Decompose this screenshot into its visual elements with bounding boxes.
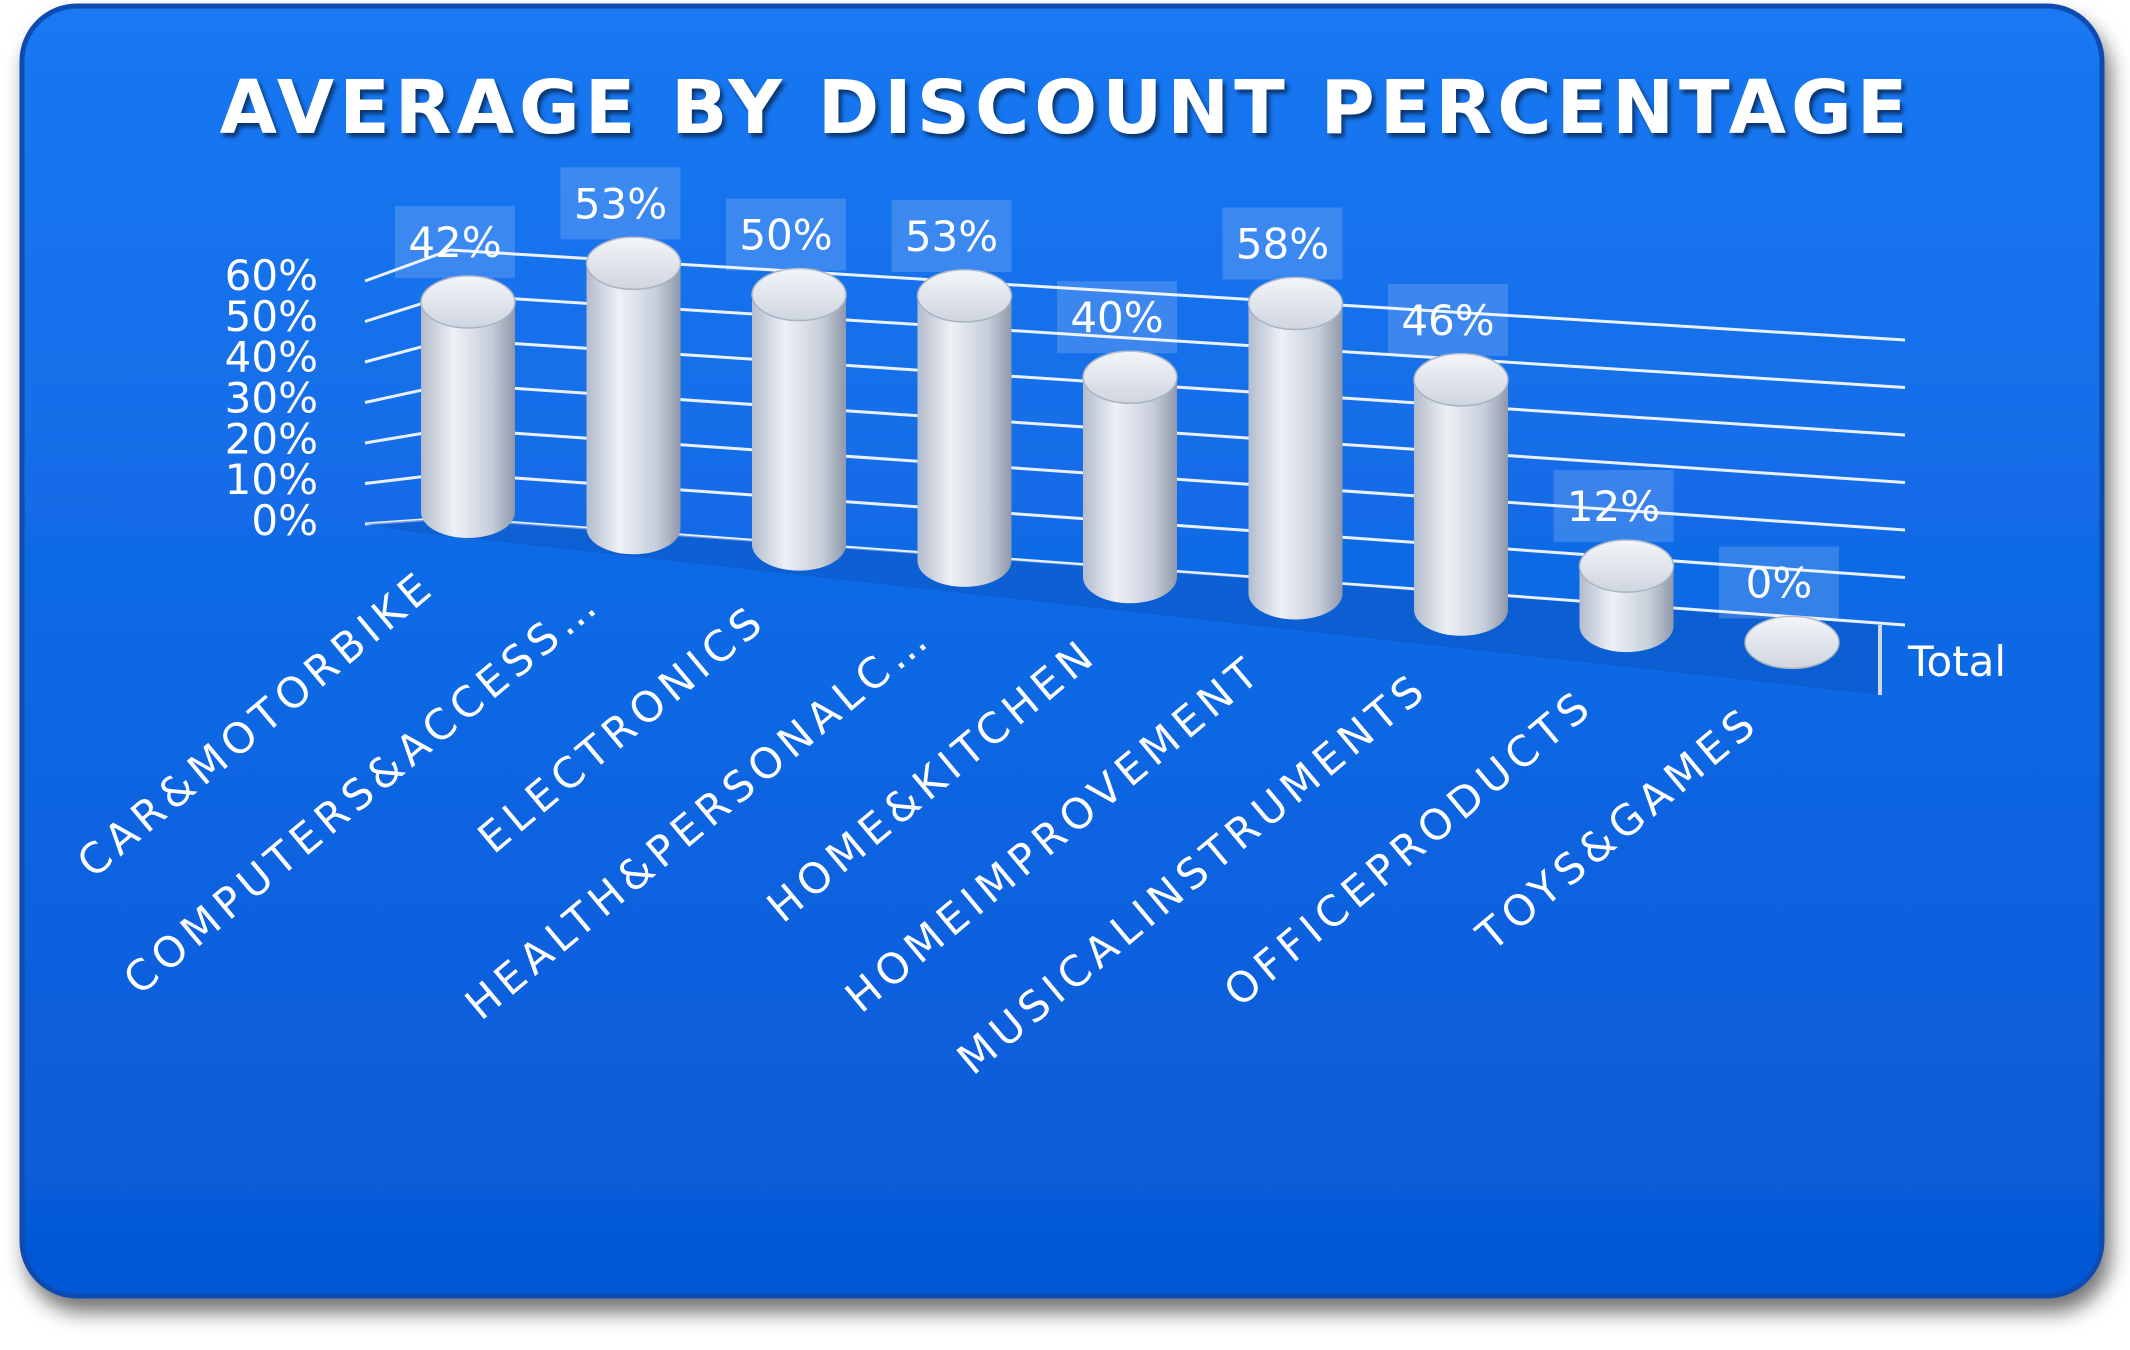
bar-top <box>751 267 847 322</box>
bar <box>1083 377 1177 604</box>
data-label: 12% <box>1567 482 1660 531</box>
data-label-box <box>1388 283 1508 356</box>
bar-top <box>1413 353 1509 407</box>
data-labels: 42% 53% 50% 53% 40% 58% 46% 12% 0% <box>395 167 1839 619</box>
y-tick-label: 20% <box>225 414 318 463</box>
bar-top <box>1247 276 1344 331</box>
data-label: 0% <box>1746 558 1813 607</box>
data-label: 40% <box>1070 293 1163 342</box>
data-label: 58% <box>1236 220 1329 269</box>
data-label-box <box>1222 207 1343 280</box>
bar-top <box>1082 350 1178 404</box>
bar <box>1414 379 1508 636</box>
data-label-box <box>1057 281 1177 354</box>
y-axis: 0%10%20%30%40%50%60% <box>225 251 318 545</box>
data-label-box <box>726 198 846 271</box>
data-label: 50% <box>739 211 832 260</box>
bar-top <box>916 269 1013 323</box>
chart-background <box>19 3 2105 1299</box>
bar <box>421 302 515 538</box>
bar-top <box>1578 539 1675 593</box>
data-label: 53% <box>905 212 998 261</box>
y-tick-label: 30% <box>225 374 318 423</box>
data-label: 46% <box>1401 296 1494 345</box>
y-tick-label: 40% <box>225 333 318 382</box>
gridlines <box>364 248 1906 695</box>
bars <box>420 236 1840 670</box>
data-label-box <box>1719 546 1839 619</box>
data-label-box <box>395 206 515 278</box>
bar-top <box>585 236 682 291</box>
y-tick-label: 50% <box>225 292 318 341</box>
gridline <box>449 427 1906 532</box>
bar <box>917 295 1012 587</box>
bar-top <box>420 275 516 329</box>
data-label: 42% <box>408 218 501 267</box>
data-label-box <box>1553 470 1674 543</box>
depth-axis-label: Total <box>1907 637 2006 686</box>
bar <box>586 263 681 555</box>
gridline <box>449 382 1906 484</box>
bar <box>1248 303 1343 620</box>
chart-floor <box>365 518 1880 695</box>
chart-title: AVERAGE BY DISCOUNT PERCENTAGE <box>220 65 1913 151</box>
bar <box>752 294 846 571</box>
data-label-box <box>891 199 1012 272</box>
y-tick-label: 0% <box>251 496 318 545</box>
gridline <box>449 293 1906 389</box>
y-tick-label: 60% <box>225 251 318 300</box>
gridline <box>449 248 1906 342</box>
bar-top <box>1744 615 1840 670</box>
gridline-side <box>364 248 451 283</box>
data-label: 53% <box>574 179 667 228</box>
y-tick-label: 10% <box>225 455 318 504</box>
gridline <box>449 337 1906 437</box>
data-label-box <box>560 167 681 240</box>
